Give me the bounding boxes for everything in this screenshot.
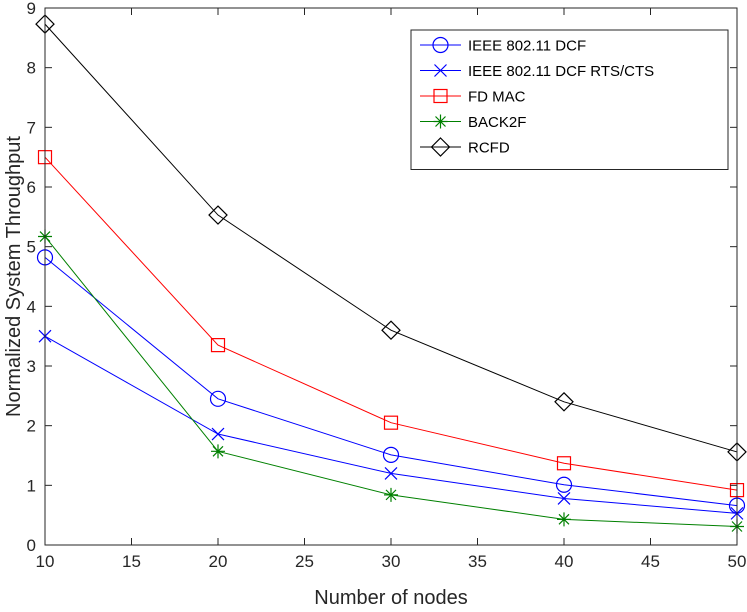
series-4 xyxy=(35,14,747,462)
x-tick-label: 45 xyxy=(641,552,660,571)
legend-box xyxy=(410,29,729,170)
x-tick-label: 25 xyxy=(295,552,314,571)
data-point-4-2 xyxy=(381,320,401,341)
series-line-4 xyxy=(44,23,738,453)
x-tick-label: 35 xyxy=(468,552,487,571)
y-tick-label: 1 xyxy=(27,476,36,495)
data-point-1-1 xyxy=(211,427,225,441)
data-point-0-1 xyxy=(209,390,227,407)
legend-marker-3 xyxy=(433,114,448,129)
x-tick-label: 50 xyxy=(728,552,747,571)
legend-marker-1 xyxy=(434,64,447,77)
series-line-0 xyxy=(44,257,738,507)
y-tick-label: 6 xyxy=(27,178,36,197)
y-tick-label: 4 xyxy=(27,297,36,316)
series-layer xyxy=(35,14,747,534)
data-point-1-2 xyxy=(384,466,398,480)
legend-entry-0: IEEE 802.11 DCF xyxy=(420,36,586,55)
legend-entry-1: IEEE 802.11 DCF RTS/CTS xyxy=(420,63,654,80)
x-tick-label: 15 xyxy=(122,552,141,571)
x-tick-label: 40 xyxy=(555,552,574,571)
legend-entry-4: RCFD xyxy=(420,137,510,157)
data-point-0-2 xyxy=(382,446,400,464)
data-point-4-1 xyxy=(208,205,228,225)
x-axis-label: Number of nodes xyxy=(314,587,467,609)
data-point-3-1 xyxy=(211,444,225,459)
y-tick-label: 9 xyxy=(27,0,36,18)
legend-label-1: IEEE 802.11 DCF RTS/CTS xyxy=(468,63,654,80)
legend-entry-2: FD MAC xyxy=(420,89,526,106)
data-point-2-3 xyxy=(556,456,572,471)
legend-label-4: RCFD xyxy=(468,140,510,157)
legend-marker-0 xyxy=(432,36,449,54)
y-axis-label: Normalized System Throughput xyxy=(3,136,25,417)
data-point-3-2 xyxy=(384,487,398,502)
x-tick-label: 10 xyxy=(36,552,55,571)
data-point-2-1 xyxy=(210,338,226,353)
legend-marker-2 xyxy=(433,88,448,104)
series-1 xyxy=(38,329,744,520)
data-point-0-3 xyxy=(555,476,573,493)
legend-entry-3: BACK2F xyxy=(420,114,526,131)
y-tick-label: 8 xyxy=(27,59,36,78)
data-point-4-3 xyxy=(554,391,574,412)
legend-marker-4 xyxy=(430,137,451,157)
y-tick-label: 3 xyxy=(27,357,36,376)
x-tick-label: 20 xyxy=(209,552,228,571)
data-point-1-3 xyxy=(557,492,571,505)
y-tick-label: 7 xyxy=(27,118,36,137)
y-tick-label: 2 xyxy=(27,417,36,436)
data-point-3-3 xyxy=(557,512,571,527)
series-line-2 xyxy=(44,156,738,491)
y-tick-label: 5 xyxy=(27,238,36,257)
legend: IEEE 802.11 DCF IEEE 802.11 DCF RTS/CTS FD… xyxy=(410,29,729,170)
x-tick-label: 30 xyxy=(382,552,401,571)
legend-label-0: IEEE 802.11 DCF xyxy=(468,38,586,55)
y-tick-label: 0 xyxy=(27,536,36,555)
legend-label-2: FD MAC xyxy=(468,89,526,106)
data-point-2-2 xyxy=(383,415,399,430)
legend-label-3: BACK2F xyxy=(468,114,526,131)
